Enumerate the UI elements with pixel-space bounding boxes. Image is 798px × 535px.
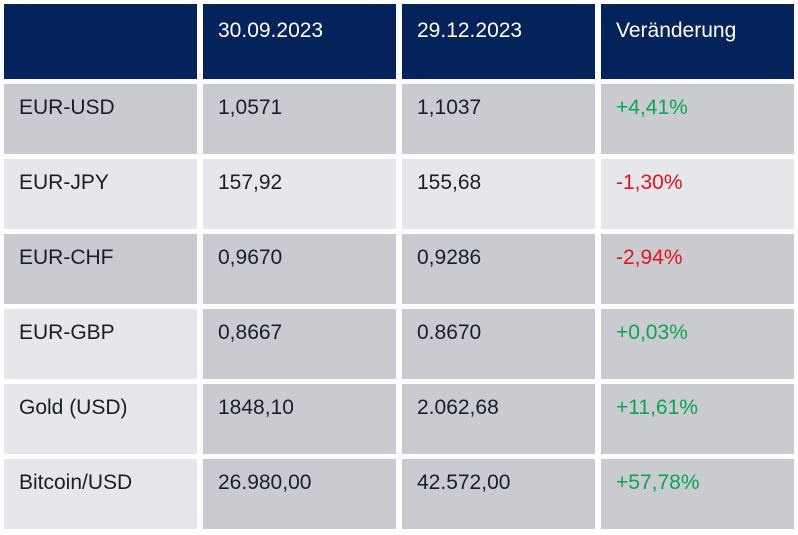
row-label-gold: Gold (USD) <box>4 384 197 454</box>
value-start-bitcoin: 26.980,00 <box>203 459 396 529</box>
value-end-gold: 2.062,68 <box>402 384 595 454</box>
change-value-eur-gbp: +0,03% <box>601 309 794 379</box>
header-cell-empty <box>4 4 197 79</box>
value-start-eur-gbp: 0,8667 <box>203 309 396 379</box>
value-end-eur-jpy: 155,68 <box>402 159 595 229</box>
row-label-eur-chf: EUR-CHF <box>4 234 197 304</box>
value-end-eur-usd: 1,1037 <box>402 84 595 154</box>
row-label-bitcoin: Bitcoin/USD <box>4 459 197 529</box>
change-value-bitcoin: +57,78% <box>601 459 794 529</box>
value-end-eur-chf: 0,9286 <box>402 234 595 304</box>
value-end-eur-gbp: 0.8670 <box>402 309 595 379</box>
change-value-eur-chf: -2,94% <box>601 234 794 304</box>
change-value-eur-usd: +4,41% <box>601 84 794 154</box>
value-start-eur-usd: 1,0571 <box>203 84 396 154</box>
value-start-eur-jpy: 157,92 <box>203 159 396 229</box>
row-label-eur-jpy: EUR-JPY <box>4 159 197 229</box>
value-start-eur-chf: 0,9670 <box>203 234 396 304</box>
header-cell-change: Veränderung <box>601 4 794 79</box>
row-label-eur-gbp: EUR-GBP <box>4 309 197 379</box>
exchange-rate-table: 30.09.2023 29.12.2023 Veränderung EUR-US… <box>4 4 794 529</box>
change-value-gold: +11,61% <box>601 384 794 454</box>
header-cell-date-end: 29.12.2023 <box>402 4 595 79</box>
header-cell-date-start: 30.09.2023 <box>203 4 396 79</box>
row-label-eur-usd: EUR-USD <box>4 84 197 154</box>
value-end-bitcoin: 42.572,00 <box>402 459 595 529</box>
value-start-gold: 1848,10 <box>203 384 396 454</box>
change-value-eur-jpy: -1,30% <box>601 159 794 229</box>
